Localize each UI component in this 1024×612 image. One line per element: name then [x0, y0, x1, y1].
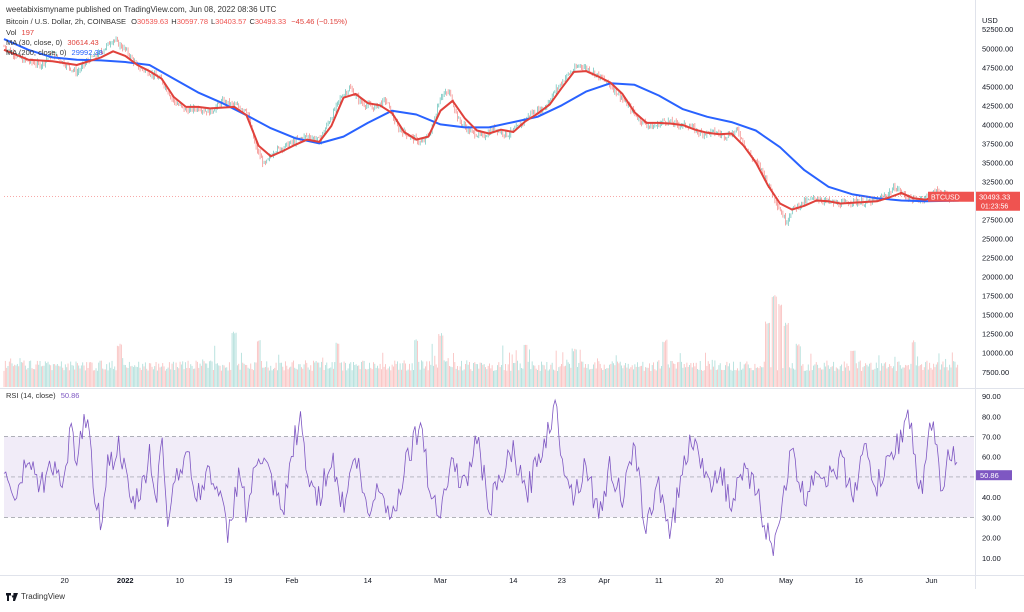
- ma30-value: 30614.43: [67, 38, 99, 47]
- rsi-tick-label: 60.00: [982, 453, 1001, 462]
- volume-legend: Vol 197: [6, 28, 34, 37]
- ma30-label: MA (30, close, 0): [6, 38, 63, 47]
- time-tick-label: Apr: [598, 576, 610, 585]
- publisher-line: weetabixismyname published on TradingVie…: [6, 5, 277, 14]
- price-tag-bg: [976, 191, 1020, 211]
- rsi-tick-label: 30.00: [982, 513, 1001, 522]
- price-tick-label: 20000.00: [982, 273, 1013, 282]
- ma30-line: [3, 48, 959, 211]
- rsi-tick-label: 20.00: [982, 534, 1001, 543]
- price-tick-label: 45000.00: [982, 82, 1013, 91]
- symbol-title: Bitcoin / U.S. Dollar, 2h, COINBASE: [6, 17, 127, 26]
- rsi-label: RSI (14, close): [6, 391, 56, 400]
- price-tick-label: 32500.00: [982, 177, 1013, 186]
- rsi-line: [3, 398, 958, 556]
- time-tick-label: 16: [855, 576, 863, 585]
- time-tick-label: 19: [224, 576, 232, 585]
- last-price-label: 30493.33: [979, 193, 1010, 202]
- time-tick-label: 20: [60, 576, 68, 585]
- time-tick-label: 11: [655, 576, 663, 585]
- ma200-value: 29992.38: [71, 48, 103, 57]
- price-tick-label: 42500.00: [982, 101, 1013, 110]
- symbol-tag: BTCUSD: [931, 195, 960, 202]
- ma30-legend: MA (30, close, 0) 30614.43: [6, 38, 99, 47]
- time-tick-label: 14: [509, 576, 517, 585]
- price-tick-label: 37500.00: [982, 139, 1013, 148]
- time-tick-label: 14: [364, 576, 372, 585]
- rsi-tag-bg: [976, 470, 1012, 481]
- volume-bars: [3, 295, 959, 387]
- price-tick-label: 50000.00: [982, 44, 1013, 53]
- ma200-label: MA (200, close, 0): [6, 48, 67, 57]
- price-tick-label: 12500.00: [982, 330, 1013, 339]
- brand-label: TradingView: [21, 592, 66, 601]
- rsi-tick-label: 10.00: [982, 554, 1001, 563]
- price-tick-label: 35000.00: [982, 158, 1013, 167]
- ohlc-h: H30597.78: [171, 17, 208, 26]
- volume-value: 197: [21, 28, 35, 37]
- rsi-pane: [3, 398, 974, 556]
- ma200-line: [3, 38, 959, 203]
- time-tick-label: Jun: [926, 576, 938, 585]
- price-tick-label: 22500.00: [982, 254, 1013, 263]
- axis-layer: 52500.00 50000.00 47500.00 45000.00 42500.00…: [60, 16, 1013, 585]
- rsi-tag-label: 50.86: [980, 471, 999, 480]
- price-tick-label: 17500.00: [982, 292, 1013, 301]
- price-change: −45.46 (−0.15%): [291, 17, 348, 26]
- background-layer: [0, 0, 1024, 589]
- moving-average-lines: [3, 38, 974, 211]
- tradingview-logo-icon: [6, 592, 18, 601]
- price-tick-label: 40000.00: [982, 120, 1013, 129]
- price-tick-label: 27500.00: [982, 216, 1013, 225]
- time-tick-label: 20: [715, 576, 723, 585]
- symbol-legend: Bitcoin / U.S. Dollar, 2h, COINBASE O305…: [6, 17, 347, 26]
- ohlc-values: O30539.63 H30597.78 L30403.57 C30493.33: [128, 17, 286, 26]
- price-tick-label: 15000.00: [982, 311, 1013, 320]
- ma200-legend: MA (200, close, 0) 29992.38: [6, 48, 103, 57]
- symbol-tag-bg: [928, 191, 974, 202]
- countdown-label: 01:23:56: [981, 204, 1008, 211]
- price-tick-label: 10000.00: [982, 349, 1013, 358]
- rsi-tick-label: 40.00: [982, 493, 1001, 502]
- rsi-legend: RSI (14, close) 50.86: [6, 391, 79, 400]
- time-tick-label: May: [779, 576, 793, 585]
- time-tick-label: Feb: [286, 576, 299, 585]
- price-tick-label: 52500.00: [982, 25, 1013, 34]
- rsi-tick-label: 70.00: [982, 433, 1001, 442]
- price-tick-label: 25000.00: [982, 235, 1013, 244]
- volume-label: Vol: [6, 28, 17, 37]
- tradingview-brand[interactable]: TradingView: [6, 592, 65, 601]
- time-tick-label: 10: [176, 576, 184, 585]
- ohlc-l: L30403.57: [211, 17, 247, 26]
- ohlc-o: O30539.63: [131, 17, 169, 26]
- rsi-tick-label: 90.00: [982, 392, 1001, 401]
- rsi-value: 50.86: [60, 391, 80, 400]
- price-tags: BTCUSD 30493.33 01:23:56 50.86: [928, 191, 1020, 481]
- price-tick-label: 47500.00: [982, 63, 1013, 72]
- ohlc-c: C30493.33: [249, 17, 287, 26]
- price-tick-label: 7500.00: [982, 368, 1009, 377]
- time-tick-label: 2022: [117, 576, 134, 585]
- time-tick-label: Mar: [434, 576, 447, 585]
- rsi-tick-label: 80.00: [982, 412, 1001, 421]
- currency-label: USD: [982, 16, 998, 25]
- time-tick-label: 23: [558, 576, 566, 585]
